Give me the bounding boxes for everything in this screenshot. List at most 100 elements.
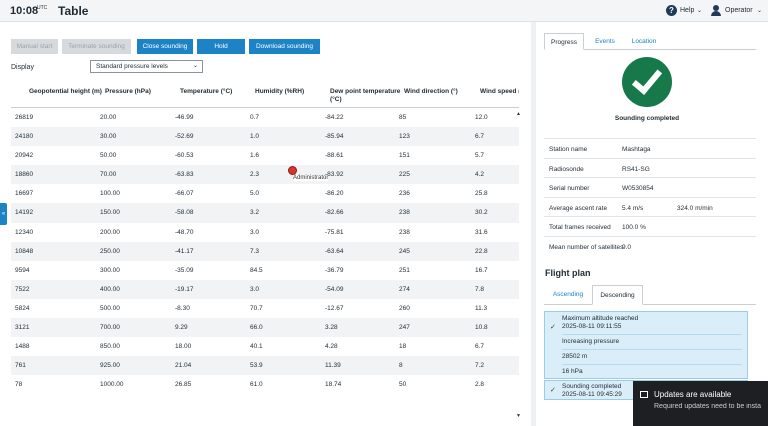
hold-button[interactable]: Hold [197, 39, 245, 54]
info-value: 9.0 [622, 243, 632, 251]
info-row: Station name Mashtaga [544, 138, 756, 158]
chevron-down-icon[interactable]: ⌄ [757, 8, 763, 14]
info-value: 100.0 % [622, 224, 646, 231]
table-cell: 40.1 [250, 343, 263, 351]
table-row[interactable]: 10848 250.00 -41.17 7.3 -63.64 245 22.8 [11, 241, 519, 261]
table-cell: -52.69 [175, 133, 194, 141]
table-cell: 500.00 [100, 304, 120, 312]
column-header[interactable]: Geopotential height (m) [29, 88, 102, 95]
display-label: Display [11, 64, 34, 71]
table-cell: 238 [399, 209, 410, 217]
info-label: Average ascent rate [549, 204, 608, 212]
help-icon[interactable]: ? [666, 5, 677, 16]
table-cell: 50.00 [100, 152, 117, 160]
table-cell: 20942 [15, 152, 34, 160]
table-cell: -82.66 [325, 209, 344, 217]
table-cell: 123 [399, 133, 410, 141]
close-sounding-button[interactable]: Close sounding [137, 39, 193, 54]
user-icon[interactable] [711, 5, 721, 16]
tab-progress[interactable]: Progress [544, 33, 584, 50]
table-cell: -85.94 [325, 133, 344, 141]
table-cell: 5.7 [475, 152, 485, 160]
manual-start-button[interactable]: Manual start [11, 39, 58, 54]
tab-location[interactable]: Location [631, 38, 657, 45]
chevron-down-icon[interactable]: ⌄ [697, 8, 703, 14]
table-row[interactable]: 12340 200.00 -48.70 3.0 -75.81 238 31.6 [11, 223, 519, 242]
table-row[interactable]: 9594 300.00 -35.09 84.5 -36.79 251 16.7 [11, 261, 519, 280]
info-label: Mean number of satellites [549, 243, 624, 251]
column-header[interactable]: Wind direction (°) [404, 88, 458, 95]
clock: 10:08 [10, 5, 39, 17]
flight-event-max-altitude[interactable]: ✓ Maximum altitude reached 2025-08-11 09… [544, 311, 748, 379]
table-cell: -35.09 [175, 266, 194, 274]
info-row: Radiosonde RS41-SG [544, 157, 756, 178]
tab-ascending[interactable]: Ascending [552, 291, 584, 298]
page-title: Table [58, 4, 89, 18]
table-cell: -88.61 [325, 152, 344, 160]
status-panel: Progress Events Location Sounding comple… [536, 22, 768, 426]
table-cell: 150.00 [100, 209, 120, 217]
column-header[interactable]: Wind speed ( [480, 88, 519, 95]
table-cell: 7522 [15, 285, 30, 293]
table-cell: -63.64 [325, 247, 344, 255]
info-row: Mean number of satellites 9.0 [544, 235, 756, 256]
table-header: Geopotential height (m) Pressure (hPa) T… [11, 82, 519, 108]
table-cell: -66.07 [175, 190, 194, 198]
table-cell: -58.08 [175, 209, 194, 217]
column-header[interactable]: Humidity (%RH) [255, 88, 305, 95]
event-title: Sounding completed [562, 383, 622, 390]
table-cell: 761 [15, 362, 26, 370]
help-button[interactable]: Help [680, 7, 695, 14]
update-notification[interactable]: Updates are available Required updates n… [633, 381, 768, 426]
terminate-sounding-button[interactable]: Terminate sounding [62, 39, 131, 54]
table-cell: 260 [399, 304, 410, 312]
info-row: Total frames received 100.0 % [544, 216, 756, 236]
table-cell: 8 [399, 362, 403, 370]
table-row[interactable]: 761 925.00 21.04 53.9 11.39 8 7.2 [11, 356, 519, 376]
table-cell: -46.99 [175, 114, 194, 121]
table-cell: 18.74 [325, 381, 342, 389]
display-select[interactable]: Standard pressure levels ⌄ [90, 60, 203, 73]
table-cell: 7.3 [250, 247, 260, 255]
table-cell: 16697 [15, 190, 34, 198]
table-row[interactable]: 5824 500.00 -8.30 70.7 -12.67 260 11.3 [11, 299, 519, 318]
table-row[interactable]: 16697 100.00 -66.07 5.0 -86.20 236 25.8 [11, 184, 519, 203]
tab-events[interactable]: Events [595, 38, 615, 45]
table-row[interactable]: 7522 400.00 -19.17 3.0 -54.09 274 7.8 [11, 279, 519, 299]
table-cell: 9.29 [175, 324, 188, 332]
scroll-up-icon[interactable]: ▲ [516, 111, 521, 117]
table-cell: -48.70 [175, 228, 194, 236]
notification-icon [640, 391, 648, 398]
table-cell: 85 [399, 114, 407, 121]
column-header[interactable]: Pressure (hPa) [105, 88, 151, 95]
table-cell: 925.00 [100, 362, 120, 370]
table-cell: 1.6 [250, 152, 260, 160]
tab-descending[interactable]: Descending [592, 285, 643, 305]
table-cell: 70.00 [100, 171, 117, 179]
info-label: Total frames received [549, 224, 611, 231]
scroll-down-icon[interactable]: ▼ [516, 413, 521, 419]
user-menu-button[interactable]: Operator [725, 7, 753, 14]
table-cell: 78 [15, 381, 23, 389]
table-cell: -86.20 [325, 190, 344, 198]
info-label: Serial number [549, 185, 590, 192]
table-row[interactable]: 24180 30.00 -52.69 1.0 -85.94 123 6.7 [11, 127, 519, 147]
table-row[interactable]: 14192 150.00 -58.08 3.2 -82.66 238 30.2 [11, 203, 519, 223]
table-cell: 6.7 [475, 343, 485, 351]
table-row[interactable]: 78 1000.00 26.85 61.0 18.74 50 2.8 [11, 375, 519, 394]
table-cell: 10848 [15, 247, 34, 255]
table-cell: 151 [399, 152, 410, 160]
table-row[interactable]: 3121 700.00 9.29 66.0 3.28 247 10.8 [11, 318, 519, 338]
table-row[interactable]: 26819 20.00 -46.99 0.7 -84.22 85 12.0 [11, 108, 519, 127]
table-row[interactable]: 18860 70.00 -63.83 2.3 -83.92 225 4.2 [11, 165, 519, 185]
table-cell: 10.8 [475, 324, 488, 332]
table-cell: 3.0 [250, 285, 260, 293]
table-row[interactable]: 20942 50.00 -60.53 1.6 -88.61 151 5.7 [11, 146, 519, 165]
info-value: W0530854 [622, 185, 654, 192]
column-header[interactable]: Temperature (°C) [180, 88, 233, 95]
download-sounding-button[interactable]: Download sounding [249, 39, 320, 54]
column-header[interactable]: Dew point temperature (°C) [330, 88, 401, 103]
table-row[interactable]: 1488 850.00 18.00 40.1 4.28 18 6.7 [11, 337, 519, 356]
table-cell: 2.3 [250, 171, 260, 179]
expand-sidebar-button[interactable]: « [0, 203, 7, 225]
